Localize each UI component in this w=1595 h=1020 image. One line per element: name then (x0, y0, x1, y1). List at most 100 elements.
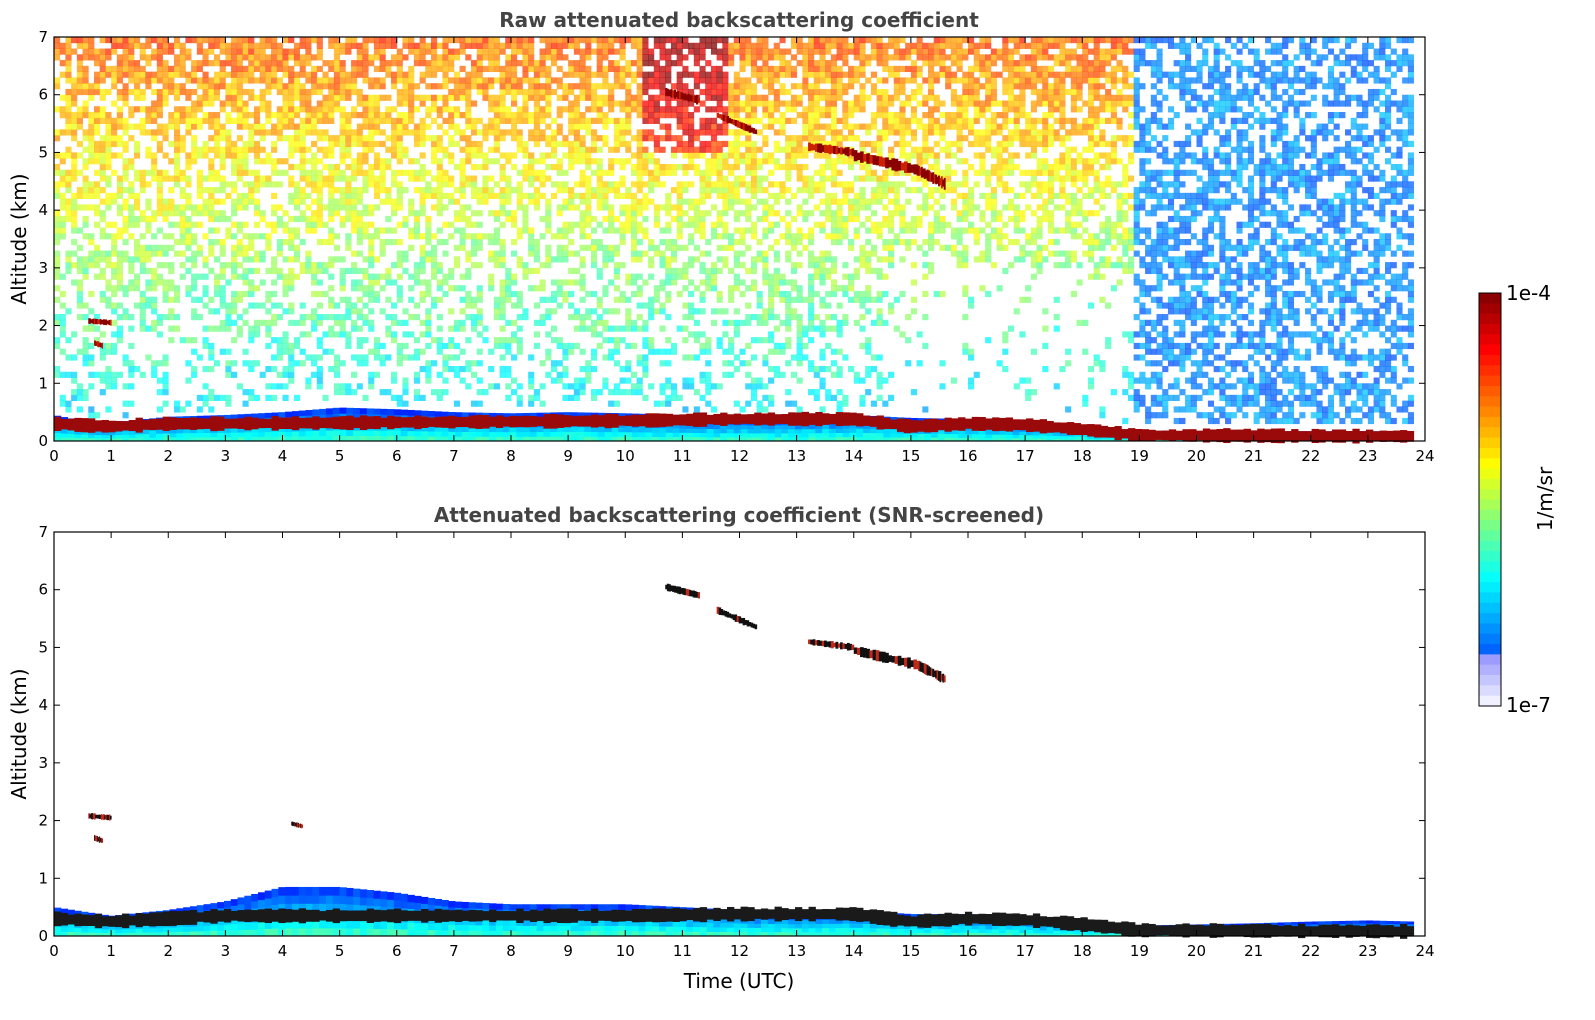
raw-noise-cell (356, 123, 363, 130)
raw-noise-cell (482, 198, 489, 205)
raw-noise-cell (162, 377, 169, 384)
raw-noise-cell (396, 48, 403, 55)
raw-noise-cell (156, 210, 163, 217)
raw-noise-cell (122, 360, 129, 367)
raw-noise-cell (836, 71, 843, 78)
raw-noise-cell (653, 146, 660, 153)
raw-noise-cell (556, 94, 563, 101)
raw-noise-cell (253, 256, 261, 263)
raw-noise-cell (750, 279, 758, 286)
raw-noise-cell (585, 146, 592, 153)
raw-noise-cell (556, 204, 563, 211)
raw-noise-cell (773, 158, 780, 165)
raw-noise-cell (322, 106, 329, 113)
raw-noise-cell (99, 296, 106, 303)
raw-noise-cell (608, 221, 615, 228)
raw-noise-cell (156, 140, 163, 148)
raw-noise-cell (665, 135, 672, 142)
raw-noise-cell (196, 175, 203, 182)
raw-noise-cell (219, 296, 226, 303)
raw-noise-cell (768, 308, 775, 315)
raw-noise-cell (419, 37, 426, 44)
raw-noise-cell (688, 302, 695, 309)
raw-noise-cell (219, 152, 226, 159)
raw-noise-cell (82, 112, 89, 119)
raw-noise-cell (613, 250, 620, 257)
raw-noise-cell (665, 204, 672, 211)
raw-noise-cell (522, 273, 529, 280)
raw-noise-cell (208, 296, 215, 303)
raw-noise-cell (853, 227, 860, 234)
raw-noise-cell (339, 331, 346, 338)
raw-noise-cell (859, 42, 866, 49)
raw-noise-cell (88, 354, 95, 361)
raw-noise-cell (151, 233, 158, 240)
raw-noise-cell (236, 290, 243, 298)
raw-noise-cell (231, 60, 238, 67)
raw-noise-cell (533, 71, 540, 78)
raw-noise-cell (710, 71, 718, 78)
raw-noise-cell (111, 48, 118, 55)
raw-noise-cell (625, 215, 632, 223)
raw-noise-cell (288, 267, 295, 275)
raw-noise-cell (408, 88, 415, 96)
raw-noise-cell (111, 377, 118, 384)
raw-noise-cell (476, 71, 483, 78)
raw-noise-cell (499, 112, 506, 119)
raw-noise-cell (236, 42, 243, 49)
raw-noise-cell (179, 48, 186, 55)
raw-noise-cell (733, 88, 740, 96)
raw-noise-cell (550, 146, 558, 153)
raw-noise-cell (682, 354, 689, 361)
raw-noise-cell (133, 42, 141, 49)
raw-noise-cell (471, 210, 478, 217)
raw-noise-cell (562, 54, 569, 61)
raw-noise-cell (779, 83, 786, 90)
raw-noise-cell (853, 65, 860, 73)
raw-noise-cell (699, 123, 706, 130)
raw-noise-cell (151, 279, 158, 286)
raw-noise-cell (431, 187, 438, 194)
raw-noise-cell (716, 244, 723, 251)
raw-noise-cell (162, 169, 169, 176)
raw-noise-cell (836, 302, 843, 309)
raw-noise-cell (688, 314, 695, 321)
raw-noise-cell (848, 239, 855, 246)
raw-noise-cell (322, 348, 329, 355)
raw-noise-cell (568, 314, 575, 321)
raw-noise-cell (648, 54, 655, 61)
raw-noise-cell (162, 42, 169, 49)
raw-noise-cell (391, 371, 398, 378)
raw-noise-cell (431, 192, 438, 199)
raw-noise-cell (459, 377, 466, 384)
raw-noise-cell (830, 106, 838, 113)
raw-noise-cell (602, 383, 609, 390)
raw-noise-cell (253, 394, 261, 401)
raw-noise-cell (550, 140, 558, 148)
raw-noise-cell (282, 279, 289, 286)
raw-noise-cell (156, 106, 163, 113)
raw-noise-cell (162, 88, 169, 96)
raw-noise-cell (191, 146, 198, 153)
raw-noise-cell (185, 215, 192, 223)
raw-noise-cell (385, 198, 392, 205)
raw-noise-cell (179, 146, 186, 153)
raw-noise-cell (431, 360, 438, 367)
raw-noise-cell (756, 37, 763, 44)
raw-noise-cell (145, 60, 152, 67)
raw-noise-cell (568, 37, 575, 44)
raw-noise-cell (179, 337, 186, 344)
raw-noise-cell (419, 94, 426, 101)
raw-noise-cell (493, 383, 500, 390)
raw-noise-cell (739, 100, 746, 107)
raw-noise-cell (179, 215, 186, 223)
raw-noise-cell (379, 389, 386, 396)
raw-noise-cell (305, 192, 312, 199)
raw-noise-cell (339, 77, 346, 84)
raw-noise-cell (59, 319, 66, 326)
raw-noise-cell (351, 129, 358, 136)
raw-noise-cell (368, 163, 375, 171)
raw-noise-cell (196, 273, 203, 280)
raw-noise-cell (419, 71, 426, 78)
raw-noise-cell (185, 112, 192, 119)
